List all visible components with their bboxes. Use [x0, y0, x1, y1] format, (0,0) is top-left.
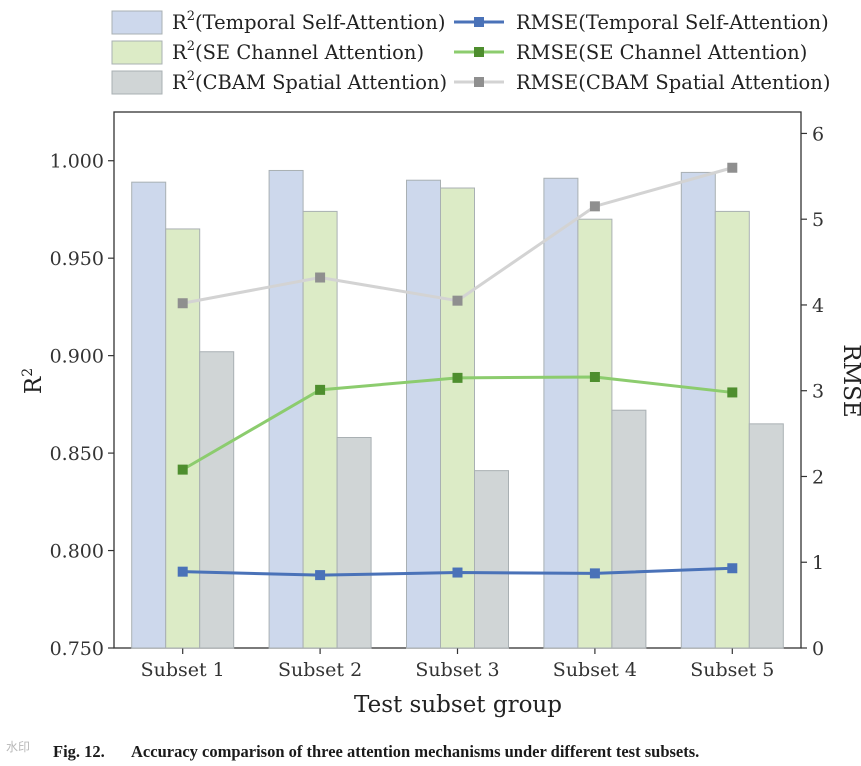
- legend-label: R2(CBAM Spatial Attention): [172, 69, 447, 94]
- x-tick-label: Subset 4: [553, 659, 637, 681]
- watermark: 水印: [6, 740, 31, 754]
- y-right-tick-label: 2: [812, 466, 824, 488]
- legend-label-base: R: [172, 11, 188, 34]
- line-point: [177, 566, 188, 577]
- legend-swatch: [111, 40, 163, 65]
- line-point: [589, 371, 600, 382]
- bar: [440, 187, 475, 649]
- legend-label-sup: 2: [187, 69, 195, 84]
- x-tick-label: Subset 2: [278, 659, 362, 681]
- chart: R2(Temporal Self-Attention)R2(SE Channel…: [20, 9, 861, 718]
- bar: [543, 177, 579, 649]
- x-tick-label: Subset 5: [690, 659, 774, 681]
- legend: R2(Temporal Self-Attention)R2(SE Channel…: [111, 9, 830, 95]
- legend-marker: [474, 77, 484, 87]
- bar: [199, 351, 235, 649]
- legend-label: RMSE(Temporal Self-Attention): [516, 11, 829, 34]
- bar: [474, 470, 509, 649]
- bar: [680, 171, 716, 649]
- y-left-tick-label: 0.850: [50, 443, 104, 465]
- bar: [336, 436, 372, 649]
- legend-marker: [474, 17, 484, 27]
- x-tick-label: Subset 1: [141, 659, 225, 681]
- y-axis-left-label-base: R: [21, 376, 47, 394]
- line-point: [177, 298, 188, 309]
- figure-caption: Fig. 12. Accuracy comparison of three at…: [0, 738, 861, 764]
- legend-swatch: [111, 10, 163, 35]
- y-left-tick-label: 0.750: [50, 638, 104, 660]
- line-point: [727, 387, 738, 398]
- caption-label: Fig. 12.: [53, 742, 105, 761]
- x-axis-label: Test subset group: [354, 692, 562, 718]
- y-right-tick-label: 4: [812, 295, 824, 317]
- line-point: [315, 384, 326, 395]
- line-point: [452, 295, 463, 306]
- tick-labels: 0.750 0.800 0.850 0.900 0.950 1.000 0 1 2 3 4 5 6 Sub…: [50, 123, 825, 681]
- y-left-tick-label: 0.900: [50, 346, 104, 368]
- y-right-tick-label: 6: [812, 123, 824, 145]
- bar: [748, 423, 784, 649]
- bar: [577, 218, 613, 649]
- bar: [406, 179, 441, 649]
- line-point: [315, 570, 326, 581]
- y-left-tick-label: 0.950: [50, 248, 104, 270]
- line-point: [315, 272, 326, 283]
- line-point: [727, 162, 738, 173]
- legend-label: RMSE(CBAM Spatial Attention): [516, 71, 830, 94]
- legend-label-rest: (CBAM Spatial Attention): [195, 71, 447, 94]
- y-right-tick-label: 5: [812, 209, 824, 231]
- legend-label-base: R: [172, 71, 188, 94]
- legend-label: R2(SE Channel Attention): [172, 39, 424, 64]
- legend-label-base: R: [172, 41, 188, 64]
- line-point: [177, 464, 188, 475]
- legend-label: RMSE(SE Channel Attention): [516, 41, 807, 64]
- y-left-tick-label: 0.800: [50, 541, 104, 563]
- legend-swatch: [111, 70, 163, 95]
- bars-group: [131, 169, 784, 649]
- y-right-tick-label: 3: [812, 381, 824, 403]
- y-axis-left-label-sup: 2: [20, 368, 36, 377]
- line-point: [452, 567, 463, 578]
- line-point: [589, 201, 600, 212]
- legend-label-sup: 2: [187, 39, 195, 54]
- legend-label-sup: 2: [187, 9, 195, 24]
- lines-group: [177, 162, 738, 581]
- legend-label: R2(Temporal Self-Attention): [172, 9, 445, 34]
- x-tick-label: Subset 3: [415, 659, 499, 681]
- bar: [165, 228, 201, 649]
- line-point: [589, 568, 600, 579]
- y-right-tick-label: 1: [812, 552, 824, 574]
- legend-label-rest: (Temporal Self-Attention): [195, 11, 445, 34]
- bar: [611, 409, 647, 649]
- y-axis-left-label: R2: [20, 368, 47, 394]
- bar: [714, 210, 750, 649]
- legend-label-rest: (SE Channel Attention): [195, 41, 424, 64]
- legend-marker: [474, 47, 484, 57]
- y-axis-right-label: RMSE: [838, 344, 861, 417]
- y-right-tick-label: 0: [812, 638, 824, 660]
- line-point: [727, 563, 738, 574]
- line-point: [452, 372, 463, 383]
- bar: [131, 181, 167, 649]
- caption-text: Accuracy comparison of three attention m…: [131, 742, 700, 761]
- y-left-tick-label: 1.000: [50, 151, 104, 173]
